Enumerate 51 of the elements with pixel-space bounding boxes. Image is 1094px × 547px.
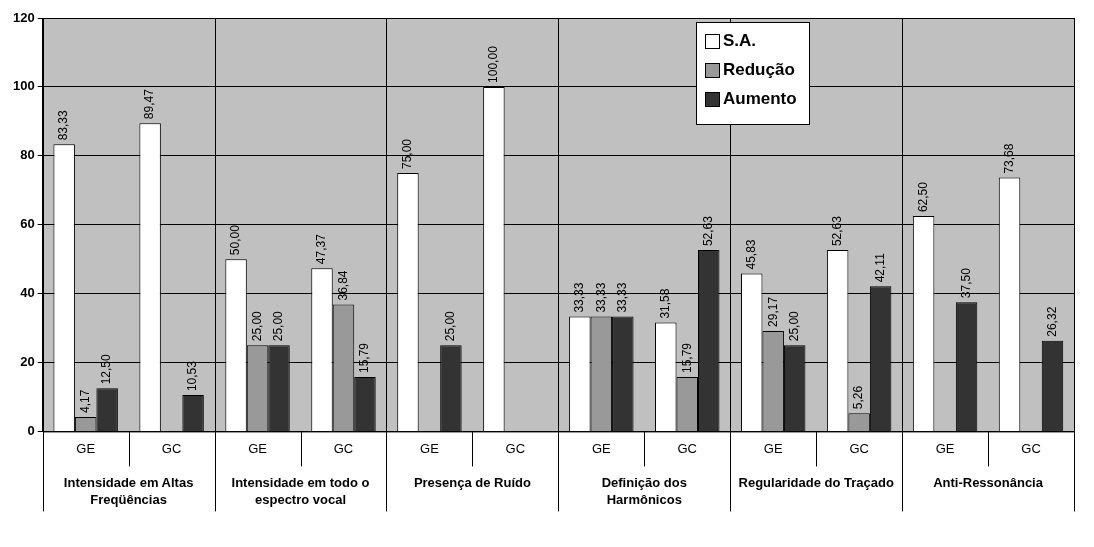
data-label: 33,33 bbox=[593, 282, 608, 313]
y-tick-label: 40 bbox=[20, 285, 35, 301]
y-tick-label: 20 bbox=[20, 354, 35, 370]
x-tick-label: GE bbox=[763, 440, 783, 456]
legend-label: Redução bbox=[723, 60, 795, 80]
text: Intensidade em todo o espectro vocal bbox=[231, 475, 370, 508]
data-label: 25,00 bbox=[787, 310, 801, 342]
data-label: 29,17 bbox=[765, 296, 780, 327]
data-label: 36,84 bbox=[335, 270, 350, 301]
data-label: 45,83 bbox=[744, 239, 759, 270]
data-label: 25,00 bbox=[443, 310, 458, 342]
data-label: 33,33 bbox=[615, 282, 630, 313]
x-tick-label: GE bbox=[76, 440, 96, 456]
data-label: 62,50 bbox=[915, 181, 930, 213]
x-tick-label: GE bbox=[420, 440, 440, 456]
data-label: 42,11 bbox=[872, 252, 887, 283]
data-label: 15,79 bbox=[679, 342, 694, 373]
data-label: 5,26 bbox=[851, 385, 866, 410]
text: Presença de Ruído bbox=[413, 475, 531, 491]
x-tick-label: GC bbox=[849, 440, 869, 456]
text: Intensidade em Altas Freqüências bbox=[63, 475, 194, 508]
y-tick-label: 120 bbox=[12, 9, 35, 25]
data-label: 89,47 bbox=[142, 88, 157, 120]
data-label: 25,00 bbox=[271, 310, 286, 342]
text: Anti-Ressonância bbox=[933, 475, 1044, 491]
x-tick-label: GC bbox=[677, 440, 698, 456]
text: Regularidade do Traçado bbox=[738, 475, 894, 491]
data-label: 33,33 bbox=[572, 282, 587, 313]
x-tick-label: GC bbox=[505, 440, 526, 456]
x-tick-label: GE bbox=[935, 440, 955, 456]
y-tick-label: 60 bbox=[20, 216, 35, 232]
data-label: 25,00 bbox=[249, 310, 264, 342]
text: Definição dos Harmônicos bbox=[601, 475, 687, 508]
legend-label: Aumento bbox=[723, 89, 797, 109]
data-label: 83,33 bbox=[56, 109, 71, 141]
x-tick-label: GC bbox=[1021, 440, 1041, 456]
data-label: 100,00 bbox=[486, 45, 501, 83]
data-label: 47,37 bbox=[314, 233, 329, 265]
data-label: 4,17 bbox=[77, 389, 92, 414]
x-tick-label: GE bbox=[248, 440, 268, 456]
data-label: 50,00 bbox=[228, 224, 243, 256]
y-tick-label: 0 bbox=[27, 422, 35, 438]
data-label: 26,32 bbox=[1044, 306, 1059, 337]
legend-label: S.A. bbox=[723, 31, 757, 51]
y-tick-label: 80 bbox=[20, 147, 35, 163]
data-label: 15,79 bbox=[357, 342, 372, 373]
x-tick-label: GC bbox=[161, 440, 182, 456]
x-tick-label: GC bbox=[333, 440, 354, 456]
y-tick-label: 100 bbox=[12, 78, 35, 94]
x-tick-label: GE bbox=[591, 440, 612, 456]
data-label: 75,00 bbox=[400, 138, 415, 170]
